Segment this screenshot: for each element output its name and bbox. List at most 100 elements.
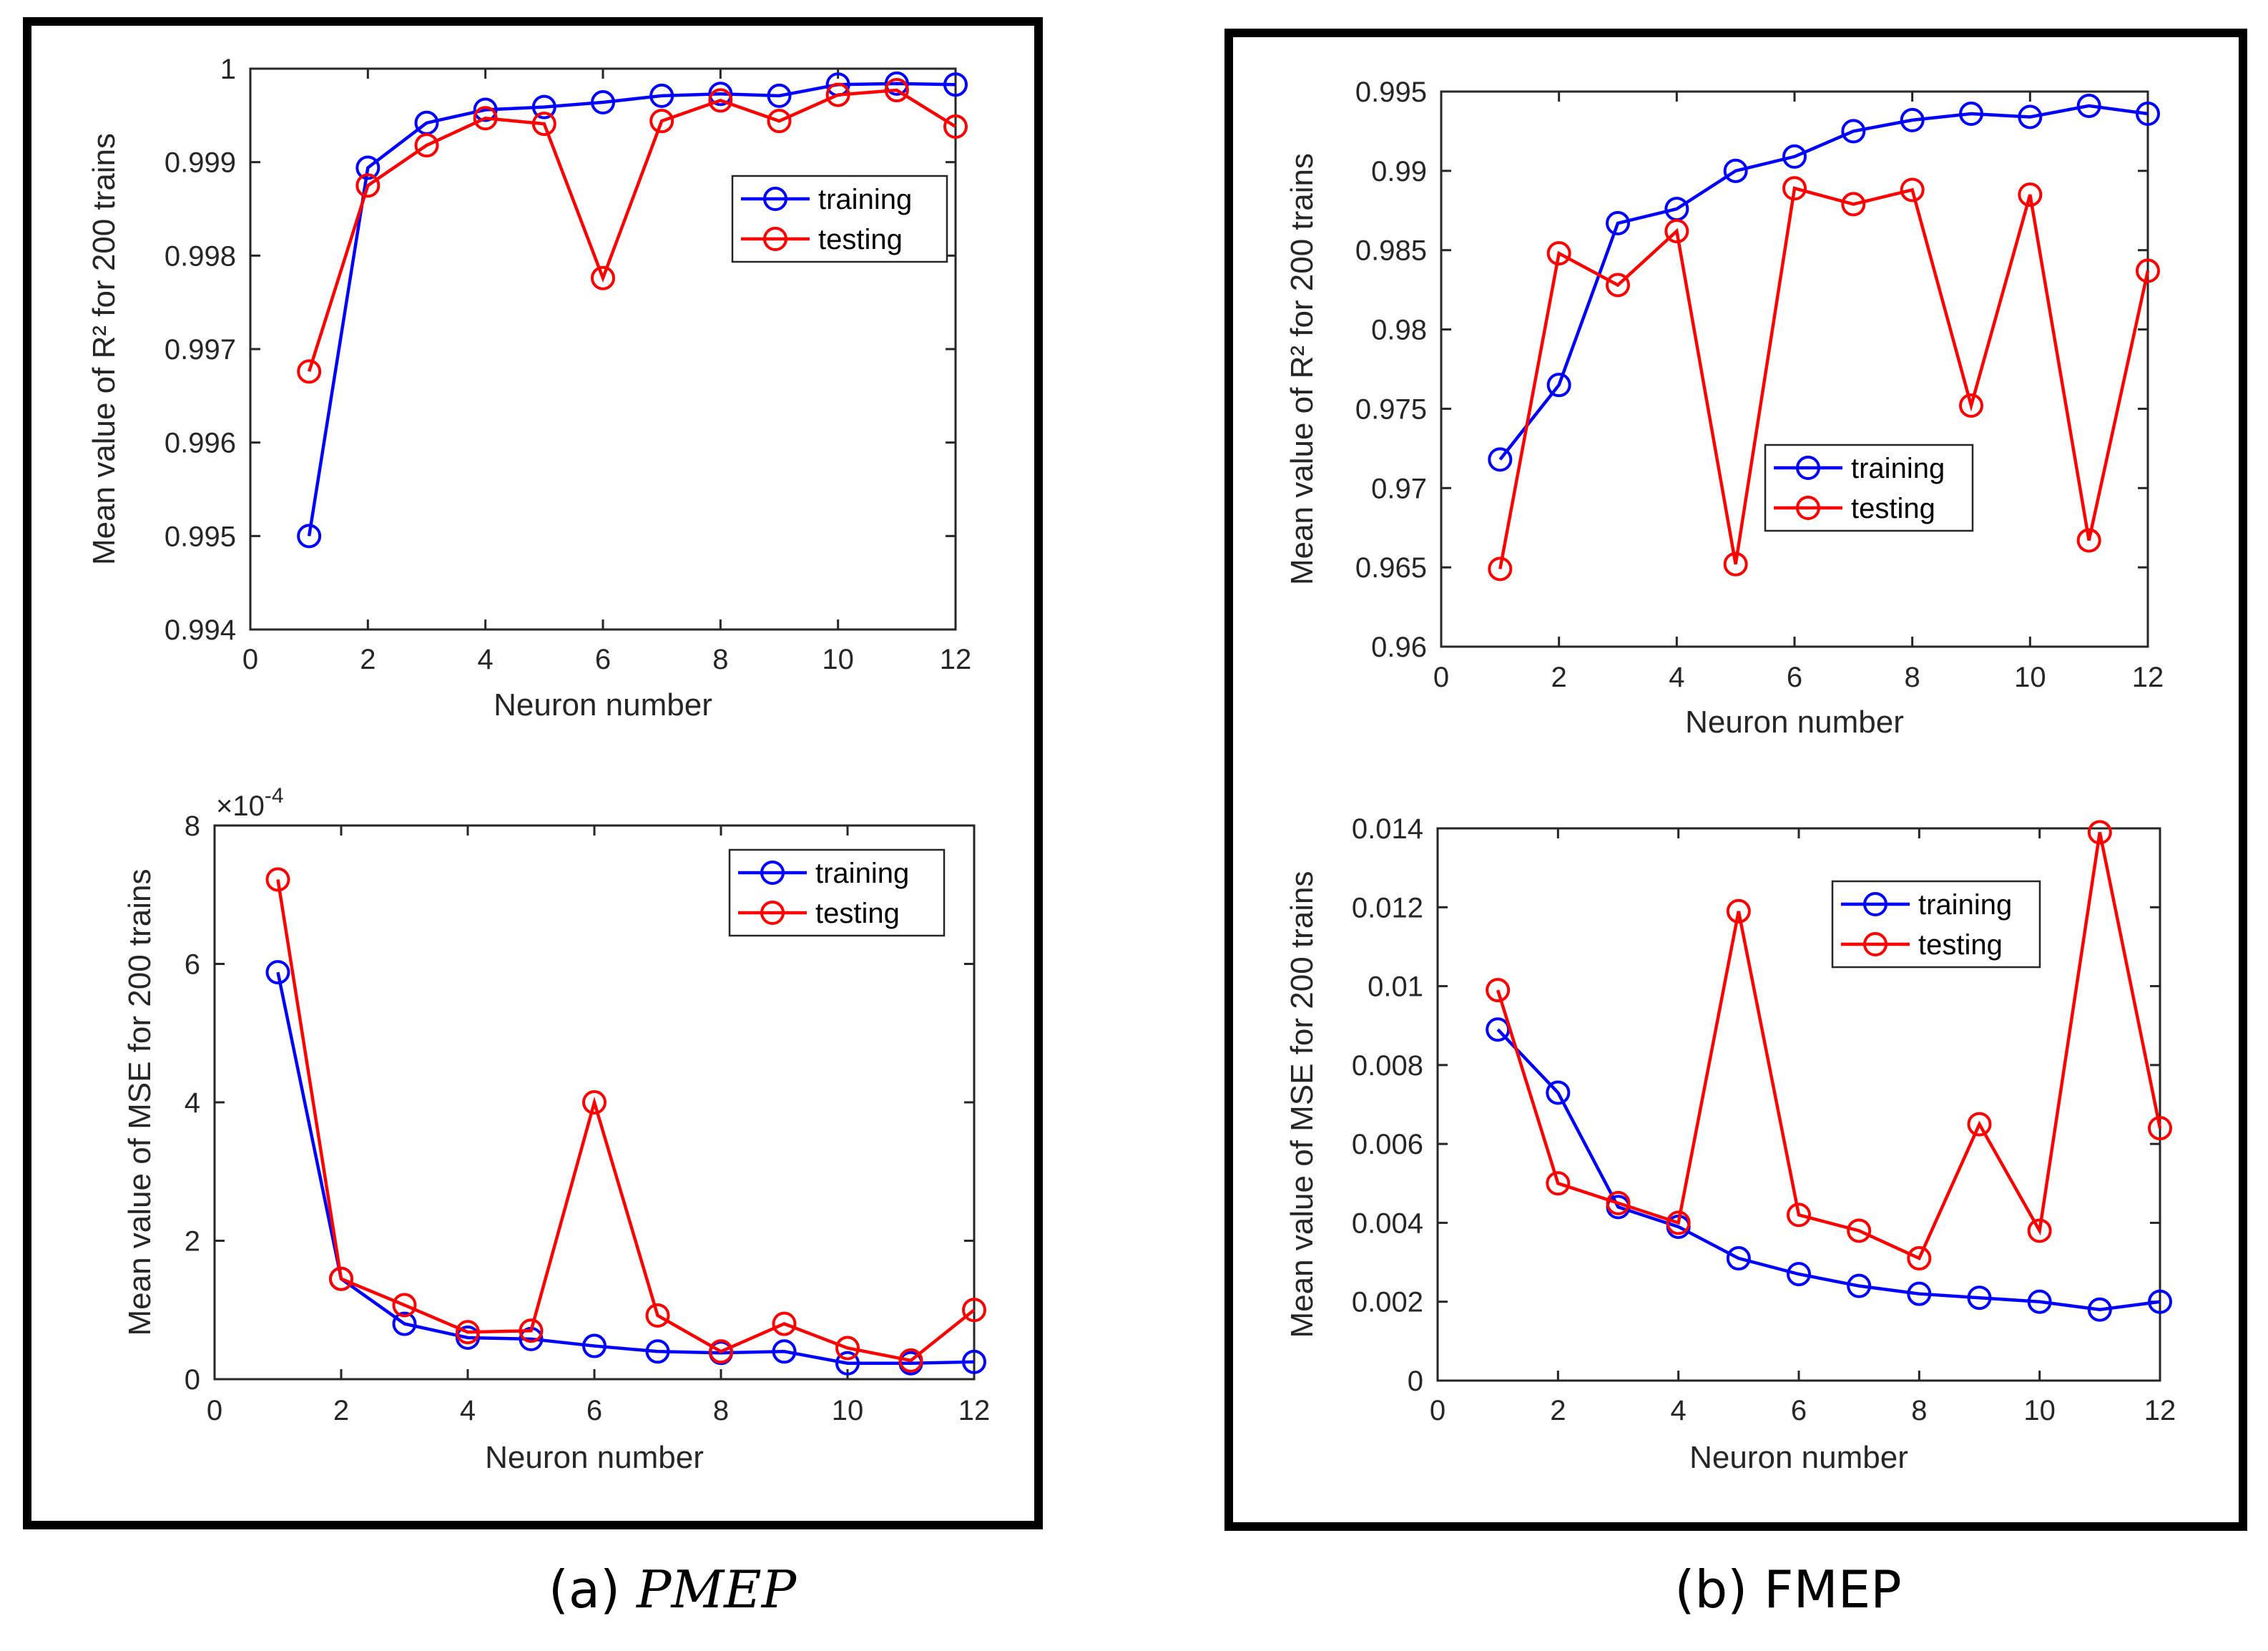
data-point-training [962,1349,986,1374]
y-tick-label: 1 [220,54,236,85]
data-point-testing [1726,898,1751,924]
caption-a-prefix: (a) [548,1559,637,1620]
x-axis-label: Neuron number [494,687,712,722]
y-tick-label: 0.997 [165,334,236,366]
y-tick-label: 0.96 [1371,632,1427,663]
data-point-testing [1787,1202,1811,1228]
data-point-training [645,1339,670,1364]
data-point-training [355,155,381,180]
x-axis-label: Neuron number [1685,705,1904,740]
y-tick-label: 0.002 [1352,1287,1423,1318]
x-tick-label: 10 [832,1395,864,1426]
data-point-testing [709,1339,733,1364]
y-tick-label: 0.995 [1355,77,1427,108]
data-point-testing [772,1311,797,1336]
legend-label-testing: testing [815,898,900,929]
data-point-training [2136,102,2160,127]
data-point-training [1967,1285,1992,1310]
y-tick-label: 0.995 [165,521,236,552]
data-point-testing [962,1298,986,1323]
data-point-testing [645,1303,670,1328]
data-point-training [835,1351,860,1376]
data-point-testing [649,109,674,134]
data-point-testing [767,109,792,134]
data-point-training [1959,102,1983,127]
data-point-testing [1959,393,1983,418]
y-tick-label: 0.975 [1355,393,1427,425]
x-tick-label: 2 [360,644,375,675]
axis-multiplier: ×10-4 [216,784,284,822]
data-point-training [582,1333,607,1358]
data-point-training [265,960,290,985]
y-axis-label: Mean value of R² for 200 trains [1285,153,1320,585]
x-tick-label: 6 [586,1395,602,1426]
x-tick-label: 4 [1669,662,1684,693]
x-tick-label: 4 [1671,1395,1687,1426]
y-tick-label: 0.97 [1371,473,1427,504]
data-point-training [2027,1289,2052,1314]
y-tick-label: 8 [185,810,200,842]
y-tick-label: 0 [185,1364,200,1396]
y-axis-label: Mean value of R² for 200 trains [87,133,122,565]
multiplier-exponent: -4 [265,784,284,808]
data-point-testing [1907,1246,1932,1271]
data-point-testing [329,1266,353,1291]
data-point-testing [2018,182,2043,207]
data-point-testing [355,173,381,198]
y-tick-label: 0.01 [1368,971,1423,1003]
data-point-testing [2087,820,2112,845]
x-tick-label: 4 [478,644,494,675]
data-point-testing [1666,1210,1691,1235]
x-tick-label: 10 [2014,662,2046,693]
data-point-testing [414,133,439,158]
data-point-testing [1606,273,1630,298]
data-point-training [1847,1273,1872,1298]
data-point-testing [297,359,322,384]
x-tick-label: 0 [207,1395,222,1426]
data-point-training [1782,144,1807,169]
x-tick-label: 6 [1787,662,1802,693]
data-point-testing [531,112,556,137]
data-point-testing [392,1293,417,1318]
x-tick-label: 10 [2023,1395,2056,1426]
data-point-training [772,1339,797,1364]
x-tick-label: 12 [2144,1395,2176,1426]
data-point-training [1546,1080,1571,1105]
legend-label-testing: testing [1851,493,1935,524]
legend-marker-training [763,187,787,211]
data-point-testing [2136,258,2160,283]
x-tick-label: 0 [1433,662,1449,693]
data-point-testing [2148,1116,2172,1141]
x-tick-label: 8 [1905,662,1920,693]
y-tick-label: 0.99 [1371,156,1427,187]
x-tick-label: 12 [2132,662,2164,693]
data-point-testing [519,1318,544,1343]
data-point-training [2087,1297,2112,1322]
x-tick-label: 8 [1911,1395,1927,1426]
plot-area [1436,827,2161,1382]
data-point-training [591,90,615,115]
data-point-training [708,82,733,107]
x-tick-label: 8 [712,644,728,675]
data-point-training [943,72,968,97]
y-tick-label: 0.998 [165,240,236,272]
data-point-testing [1486,978,1511,1003]
y-tick-label: 0.999 [165,147,236,179]
y-tick-label: 0.006 [1352,1129,1423,1160]
x-tick-label: 2 [1551,662,1567,693]
data-point-testing [898,1348,923,1373]
legend-label-testing: testing [1918,929,2003,961]
data-point-training [473,97,498,122]
y-tick-label: 6 [185,949,200,981]
data-point-training [2076,93,2101,118]
y-tick-label: 0.012 [1352,892,1423,924]
data-point-testing [473,106,498,131]
x-axis-label: Neuron number [485,1440,704,1475]
y-tick-label: 0.994 [165,614,236,646]
data-point-testing [1723,552,1748,577]
data-point-training [1841,119,1866,144]
data-point-testing [2076,528,2101,553]
